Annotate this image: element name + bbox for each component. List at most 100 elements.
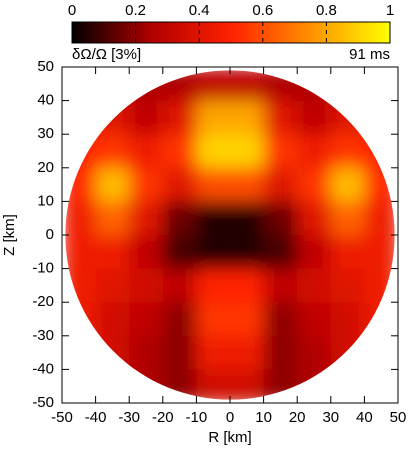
colorbar-tick-label: 0.6 (252, 2, 273, 19)
heat-cell (364, 70, 395, 102)
heat-cell (65, 335, 97, 370)
heat-cell (230, 70, 265, 102)
heat-cell (196, 167, 231, 202)
heat-cell (330, 167, 365, 202)
heat-cell (330, 100, 365, 135)
heat-cell (364, 302, 395, 337)
heat-cell (297, 201, 332, 236)
x-tick-label: 50 (390, 409, 407, 426)
heat-cell (230, 268, 265, 303)
heat-cell (95, 268, 130, 303)
heat-cell (330, 335, 365, 370)
heat-cell (95, 235, 130, 270)
heat-cell (297, 167, 332, 202)
x-tick-label: 30 (322, 409, 339, 426)
colorbar-tick-label: 1 (386, 2, 394, 19)
heat-cell (230, 335, 265, 370)
heat-cell (129, 369, 164, 400)
heatmap (65, 70, 395, 400)
heat-cell (129, 335, 164, 370)
heat-cell (162, 70, 197, 102)
heat-cell (230, 134, 265, 169)
colorbar-label: δΩ/Ω [3%] (72, 46, 141, 63)
heat-cell (162, 369, 197, 400)
colorbar (71, 21, 391, 44)
y-tick-label: -50 (32, 394, 54, 411)
x-tick-label: 20 (289, 409, 306, 426)
x-tick-label: -50 (51, 409, 73, 426)
heat-cell (65, 235, 97, 270)
heat-cell (129, 235, 164, 270)
heat-cell (297, 268, 332, 303)
heat-cell (263, 100, 298, 135)
heat-cell (162, 235, 197, 270)
y-axis-label: Z [km] (1, 214, 18, 256)
heat-cell (162, 302, 197, 337)
heat-cell (65, 302, 97, 337)
heat-cell (162, 100, 197, 135)
heat-cell (230, 100, 265, 135)
heat-cell (263, 134, 298, 169)
y-tick-label: 0 (46, 226, 54, 243)
heat-cell (129, 302, 164, 337)
heat-cell (263, 235, 298, 270)
colorbar-tick-label: 0.2 (125, 2, 146, 19)
heat-cell (330, 302, 365, 337)
x-tick-label: -30 (118, 409, 140, 426)
heat-cell (162, 335, 197, 370)
heat-cell (196, 302, 231, 337)
x-tick-label: 0 (226, 409, 234, 426)
annotation: 91 ms (349, 46, 390, 63)
colorbar-tick-label: 0.8 (316, 2, 337, 19)
heat-cell (330, 134, 365, 169)
heat-cell (263, 335, 298, 370)
y-tick-label: -40 (32, 360, 54, 377)
heat-cell (230, 302, 265, 337)
y-tick-label: 10 (37, 192, 54, 209)
x-tick-label: 40 (356, 409, 373, 426)
heat-cell (364, 201, 395, 236)
heat-cell (297, 134, 332, 169)
heat-cell (364, 100, 395, 135)
heat-cell (196, 100, 231, 135)
heat-cell (162, 134, 197, 169)
heat-cell (95, 335, 130, 370)
heat-cell (364, 335, 395, 370)
heat-cell (129, 167, 164, 202)
heat-cell (196, 235, 231, 270)
x-axis-label: R [km] (208, 429, 251, 446)
heat-cell (263, 268, 298, 303)
heat-cell (263, 369, 298, 400)
heat-cell (196, 268, 231, 303)
x-tick-label: -10 (186, 409, 208, 426)
heat-cell (162, 201, 197, 236)
heat-cell (230, 201, 265, 236)
x-tick-label: 10 (255, 409, 272, 426)
heat-cell (364, 167, 395, 202)
heat-cell (196, 70, 231, 102)
heat-cell (129, 134, 164, 169)
heat-cell (263, 201, 298, 236)
heat-cell (95, 100, 130, 135)
heat-cell (65, 201, 97, 236)
heat-cell (364, 369, 395, 400)
y-tick-label: 50 (37, 58, 54, 75)
heat-cell (65, 167, 97, 202)
heat-cell (196, 369, 231, 400)
x-tick-label: -20 (152, 409, 174, 426)
heat-cell (364, 268, 395, 303)
heat-cell (65, 70, 97, 102)
heat-cell (230, 369, 265, 400)
heat-cell (330, 201, 365, 236)
heat-cell (95, 302, 130, 337)
colorbar-tick-label: 0.4 (189, 2, 210, 19)
heat-cell (129, 70, 164, 102)
heat-cell (263, 302, 298, 337)
heat-cell (297, 70, 332, 102)
heat-cell (297, 369, 332, 400)
heat-cell (95, 369, 130, 400)
heat-cell (95, 201, 130, 236)
heat-cell (297, 302, 332, 337)
y-tick-label: -10 (32, 260, 54, 277)
